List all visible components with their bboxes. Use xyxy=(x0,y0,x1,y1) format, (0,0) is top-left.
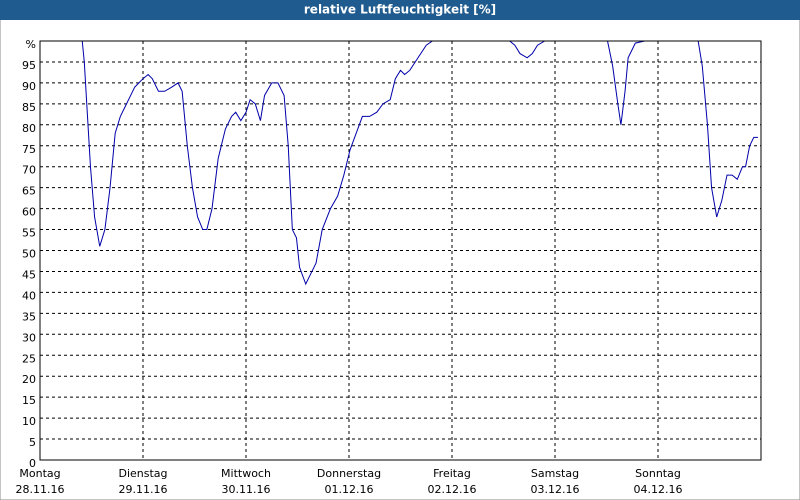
y-tick-label: 20 xyxy=(22,373,36,386)
x-tick-label: Montag xyxy=(19,467,60,480)
y-tick-label: 90 xyxy=(22,80,36,93)
y-tick-label: 60 xyxy=(22,206,36,219)
y-tick-label: 0 xyxy=(29,457,36,470)
y-tick-label: 85 xyxy=(22,101,36,114)
line-series xyxy=(40,40,758,286)
y-tick-label: 95 xyxy=(22,59,36,72)
y-tick-label: 15 xyxy=(22,394,36,407)
y-tick-label: 35 xyxy=(22,310,36,323)
chart-title: relative Luftfeuchtigkeit [%] xyxy=(304,3,496,17)
y-tick-label: 80 xyxy=(22,122,36,135)
x-tick-date: 01.12.16 xyxy=(325,483,374,496)
x-tick-label: Donnerstag xyxy=(317,467,381,480)
x-tick-date: 30.11.16 xyxy=(222,483,271,496)
y-tick-label: 40 xyxy=(22,289,36,302)
x-tick-label: Mittwoch xyxy=(221,467,271,480)
y-tick-label: 75 xyxy=(22,143,36,156)
y-tick-label: 70 xyxy=(22,164,36,177)
x-tick-date: 04.12.16 xyxy=(634,483,683,496)
x-tick-date: 03.12.16 xyxy=(531,483,580,496)
y-tick-label: 5 xyxy=(29,436,36,449)
y-tick-label: 45 xyxy=(22,268,36,281)
x-tick-label: Sonntag xyxy=(635,467,681,480)
x-tick-label: Samstag xyxy=(531,467,579,480)
x-tick-date: 29.11.16 xyxy=(119,483,168,496)
y-tick-label: 30 xyxy=(22,331,36,344)
y-tick-label: % xyxy=(26,38,36,51)
y-tick-label: 65 xyxy=(22,185,36,198)
y-tick-label: 10 xyxy=(22,415,36,428)
x-tick-date: 02.12.16 xyxy=(428,483,477,496)
plot-border xyxy=(39,40,762,461)
x-tick-label: Dienstag xyxy=(118,467,167,480)
y-tick-label: 25 xyxy=(22,352,36,365)
x-tick-label: Freitag xyxy=(433,467,471,480)
title-bar xyxy=(0,0,800,20)
x-tick-date: 28.11.16 xyxy=(16,483,65,496)
y-tick-label: 50 xyxy=(22,248,36,261)
y-tick-label: 55 xyxy=(22,227,36,240)
